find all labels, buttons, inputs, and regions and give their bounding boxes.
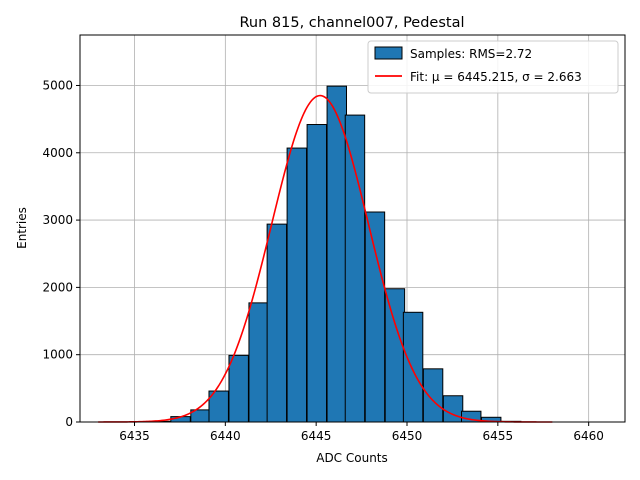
histogram-bar [422,368,444,423]
histogram-bar [364,211,386,423]
x-tick-label: 6440 [210,429,241,443]
y-tick-label: 1000 [42,348,73,362]
histogram-bar [228,354,249,423]
x-axis-ticks: 6435 6440 6445 6450 6455 6460 [119,422,604,443]
y-tick-label: 0 [65,415,73,429]
histogram-bar [248,302,269,423]
histogram-bar [384,288,406,423]
histogram-bar [442,395,464,423]
histogram-bar [402,311,424,423]
chart-title: Run 815, channel007, Pedestal [239,15,464,31]
x-tick-label: 6435 [119,429,150,443]
y-axis-label: Entries [15,207,29,249]
y-axis-ticks: 0 1000 2000 3000 4000 5000 [42,78,80,429]
plot-frame [79,34,626,423]
histogram-bar [344,114,366,423]
y-tick-label: 2000 [42,280,73,294]
legend-label-fit: Fit: μ = 6445.215, σ = 2.663 [410,70,582,84]
x-tick-label: 6450 [392,429,423,443]
histogram-bar [266,223,288,423]
fit-curve [98,94,553,423]
legend: Samples: RMS=2.72 Fit: μ = 6445.215, σ =… [367,40,619,94]
fit-curve-group [98,94,553,423]
histogram-bar [286,147,308,423]
legend-label-samples: Samples: RMS=2.72 [410,47,532,61]
legend-box [367,40,619,94]
legend-swatch-samples [374,46,403,60]
histogram-bar [306,124,328,423]
x-tick-label: 6445 [301,429,332,443]
y-tick-label: 3000 [42,213,73,227]
y-tick-label: 5000 [42,78,73,92]
histogram-bar [326,85,348,423]
x-tick-label: 6460 [573,429,604,443]
x-tick-label: 6455 [483,429,514,443]
histogram-bars [150,85,522,423]
x-axis-label: ADC Counts [316,451,388,465]
y-tick-label: 4000 [42,146,73,160]
